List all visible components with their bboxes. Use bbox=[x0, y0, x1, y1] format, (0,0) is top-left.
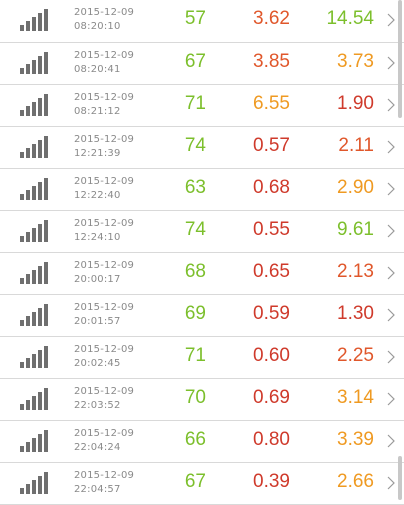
list-item[interactable]: 2015-12-09 12:22:40 63 0.68 2.90 bbox=[0, 169, 404, 211]
list-item[interactable]: 2015-12-09 20:00:17 68 0.65 2.13 bbox=[0, 253, 404, 295]
item-value-1: 74 bbox=[184, 135, 206, 156]
item-value-1: 67 bbox=[184, 51, 206, 72]
signal-bars-icon bbox=[20, 346, 50, 368]
chevron-right-icon[interactable] bbox=[386, 434, 396, 448]
signal-bars-icon bbox=[20, 388, 50, 410]
item-value-2: 6.55 bbox=[253, 93, 290, 114]
item-time: 08:20:41 bbox=[74, 64, 121, 75]
item-time: 08:20:10 bbox=[74, 21, 121, 32]
list-item[interactable]: 2015-12-09 12:21:39 74 0.57 2.11 bbox=[0, 127, 404, 169]
signal-bars-icon bbox=[20, 178, 50, 200]
signal-bars-icon bbox=[20, 430, 50, 452]
signal-bars-icon bbox=[20, 472, 50, 494]
item-time: 22:03:52 bbox=[74, 400, 121, 411]
chevron-right-icon[interactable] bbox=[386, 140, 396, 154]
item-date: 2015-12-09 bbox=[74, 50, 135, 61]
item-value-2: 0.55 bbox=[253, 219, 290, 240]
item-value-2: 3.62 bbox=[253, 8, 290, 29]
item-date: 2015-12-09 bbox=[74, 470, 135, 481]
item-value-1: 71 bbox=[184, 93, 206, 114]
list-item[interactable]: 2015-12-09 08:20:10 57 3.62 14.54 bbox=[0, 0, 404, 43]
signal-bars-icon bbox=[20, 262, 50, 284]
item-value-1: 68 bbox=[184, 261, 206, 282]
item-date: 2015-12-09 bbox=[74, 92, 135, 103]
item-date: 2015-12-09 bbox=[74, 386, 135, 397]
signal-bars-icon bbox=[20, 304, 50, 326]
item-value-3: 2.13 bbox=[337, 261, 374, 282]
list-item[interactable]: 2015-12-09 20:01:57 69 0.59 1.30 bbox=[0, 295, 404, 337]
item-time: 12:21:39 bbox=[74, 148, 121, 159]
item-value-3: 1.30 bbox=[337, 303, 374, 324]
chevron-right-icon[interactable] bbox=[386, 392, 396, 406]
item-date: 2015-12-09 bbox=[74, 7, 135, 18]
item-date: 2015-12-09 bbox=[74, 134, 135, 145]
item-value-1: 71 bbox=[184, 345, 206, 366]
item-date: 2015-12-09 bbox=[74, 428, 135, 439]
chevron-right-icon[interactable] bbox=[386, 476, 396, 490]
item-value-3: 2.66 bbox=[337, 471, 374, 492]
list-item[interactable]: 2015-12-09 08:21:12 71 6.55 1.90 bbox=[0, 85, 404, 127]
signal-bars-icon bbox=[20, 52, 50, 74]
item-value-3: 1.90 bbox=[337, 93, 374, 114]
item-date: 2015-12-09 bbox=[74, 302, 135, 313]
item-value-2: 0.69 bbox=[253, 387, 290, 408]
item-date: 2015-12-09 bbox=[74, 344, 135, 355]
item-date: 2015-12-09 bbox=[74, 260, 135, 271]
item-value-2: 0.60 bbox=[253, 345, 290, 366]
chevron-right-icon[interactable] bbox=[386, 224, 396, 238]
item-value-1: 74 bbox=[184, 219, 206, 240]
scrollbar-thumb-top[interactable] bbox=[398, 0, 402, 118]
item-time: 20:01:57 bbox=[74, 316, 121, 327]
item-value-2: 0.57 bbox=[253, 135, 290, 156]
item-value-3: 2.90 bbox=[337, 177, 374, 198]
item-value-3: 2.11 bbox=[338, 135, 374, 156]
chevron-right-icon[interactable] bbox=[386, 308, 396, 322]
item-value-2: 0.80 bbox=[253, 429, 290, 450]
item-value-1: 57 bbox=[184, 8, 206, 29]
item-value-2: 0.39 bbox=[253, 471, 290, 492]
item-value-1: 69 bbox=[184, 303, 206, 324]
item-value-3: 3.73 bbox=[337, 51, 374, 72]
item-value-3: 3.39 bbox=[337, 429, 374, 450]
item-value-3: 2.25 bbox=[337, 345, 374, 366]
item-value-3: 3.14 bbox=[337, 387, 374, 408]
item-time: 12:22:40 bbox=[74, 190, 121, 201]
list-item[interactable]: 2015-12-09 22:04:57 67 0.39 2.66 bbox=[0, 463, 404, 505]
list-item[interactable]: 2015-12-09 20:02:45 71 0.60 2.25 bbox=[0, 337, 404, 379]
list-item[interactable]: 2015-12-09 22:03:52 70 0.69 3.14 bbox=[0, 379, 404, 421]
signal-bars-icon bbox=[20, 136, 50, 158]
list-item[interactable]: 2015-12-09 08:20:41 67 3.85 3.73 bbox=[0, 43, 404, 85]
chevron-right-icon[interactable] bbox=[386, 56, 396, 70]
item-time: 22:04:57 bbox=[74, 484, 121, 495]
list-item[interactable]: 2015-12-09 22:04:24 66 0.80 3.39 bbox=[0, 421, 404, 463]
signal-bars-icon bbox=[20, 94, 50, 116]
item-time: 20:02:45 bbox=[74, 358, 121, 369]
item-time: 20:00:17 bbox=[74, 274, 121, 285]
item-value-3: 14.54 bbox=[326, 8, 374, 29]
item-value-1: 67 bbox=[184, 471, 206, 492]
list-item[interactable]: 2015-12-09 12:24:10 74 0.55 9.61 bbox=[0, 211, 404, 253]
item-value-2: 0.59 bbox=[253, 303, 290, 324]
item-value-3: 9.61 bbox=[337, 219, 374, 240]
chevron-right-icon[interactable] bbox=[386, 182, 396, 196]
item-value-2: 0.65 bbox=[253, 261, 290, 282]
item-value-1: 63 bbox=[184, 177, 206, 198]
item-date: 2015-12-09 bbox=[74, 176, 135, 187]
signal-bars-icon bbox=[20, 9, 50, 31]
signal-bars-icon bbox=[20, 220, 50, 242]
item-time: 12:24:10 bbox=[74, 232, 121, 243]
item-value-2: 0.68 bbox=[253, 177, 290, 198]
item-value-1: 66 bbox=[184, 429, 206, 450]
item-date: 2015-12-09 bbox=[74, 218, 135, 229]
chevron-right-icon[interactable] bbox=[386, 13, 396, 27]
item-value-1: 70 bbox=[184, 387, 206, 408]
item-time: 08:21:12 bbox=[74, 106, 121, 117]
item-value-2: 3.85 bbox=[253, 51, 290, 72]
chevron-right-icon[interactable] bbox=[386, 98, 396, 112]
scrollbar-thumb[interactable] bbox=[398, 456, 402, 500]
chevron-right-icon[interactable] bbox=[386, 266, 396, 280]
chevron-right-icon[interactable] bbox=[386, 350, 396, 364]
item-time: 22:04:24 bbox=[74, 442, 121, 453]
